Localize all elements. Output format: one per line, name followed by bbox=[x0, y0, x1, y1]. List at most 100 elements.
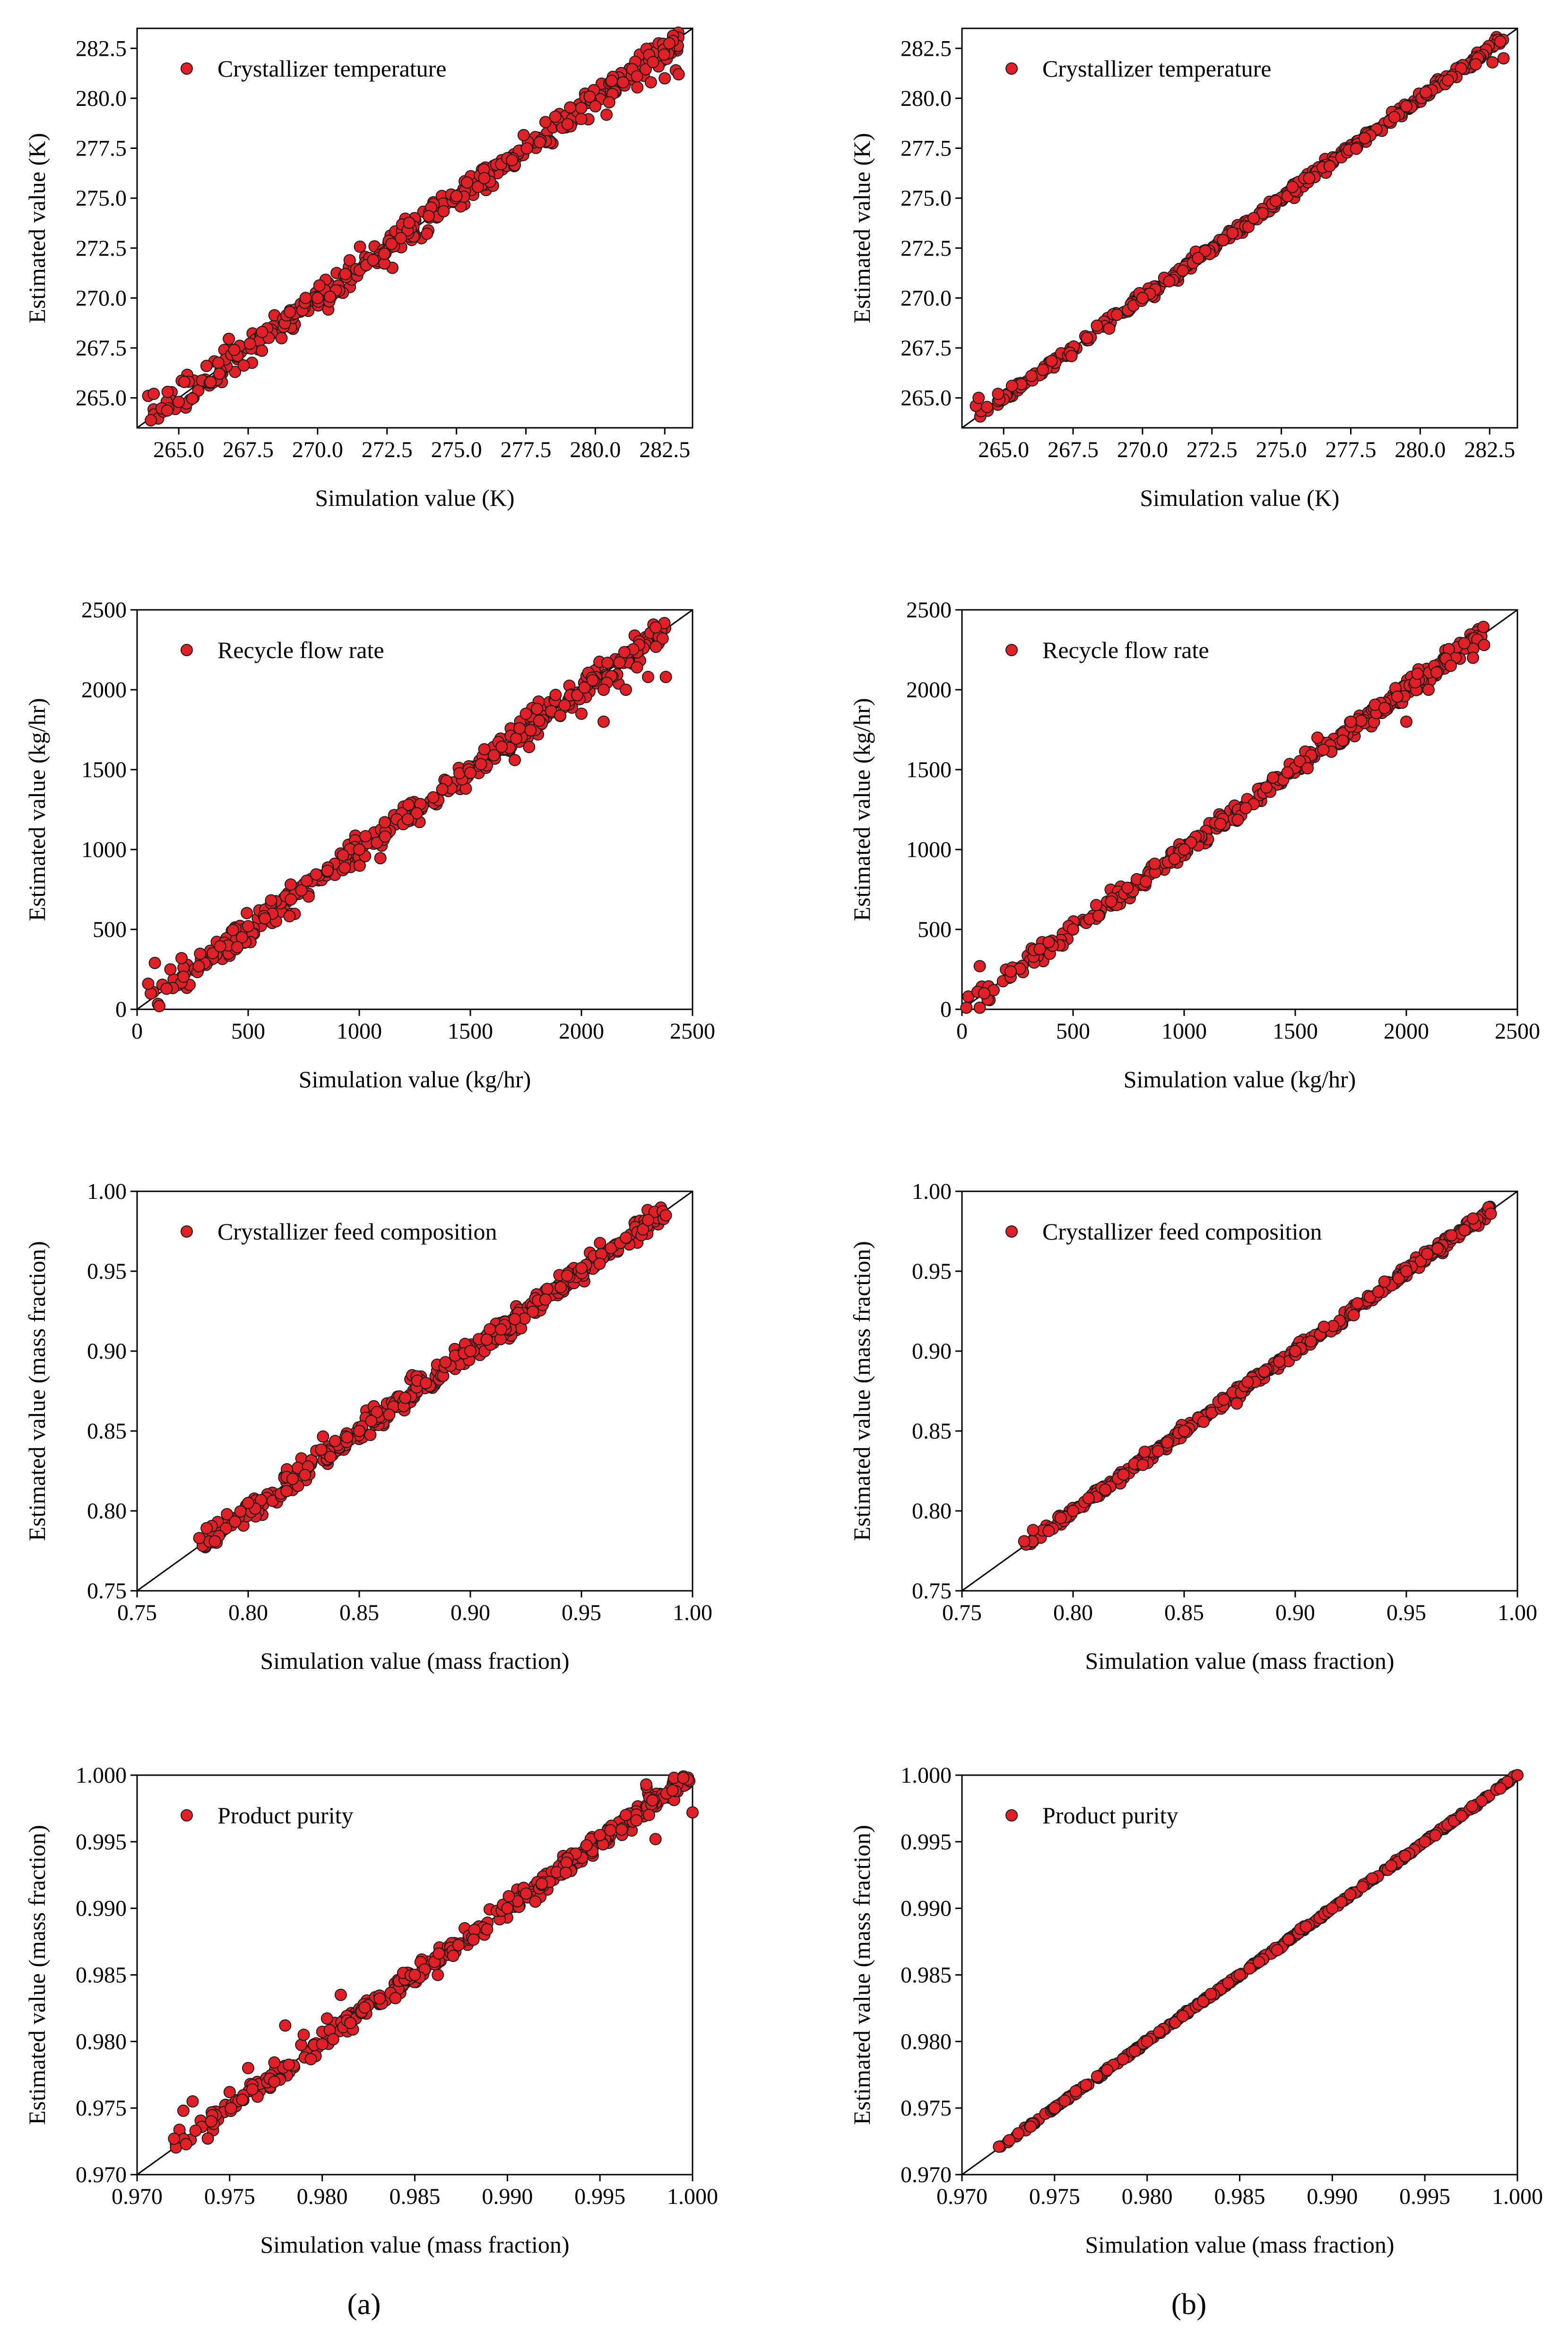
y-tick-label: 0.75 bbox=[87, 1578, 127, 1604]
plot-frame bbox=[136, 27, 693, 429]
x-tick-label: 275.0 bbox=[1256, 437, 1307, 462]
data-point bbox=[520, 142, 533, 155]
y-axis-title: Estimated value (mass fraction) bbox=[24, 1825, 50, 2125]
y-tick-label: 1000 bbox=[81, 837, 127, 862]
x-tick-label: 275.0 bbox=[431, 437, 482, 462]
data-point bbox=[421, 227, 433, 240]
data-point bbox=[1230, 1397, 1243, 1410]
y-tick-label: 275.0 bbox=[901, 186, 952, 211]
data-point bbox=[280, 1485, 293, 1498]
data-point bbox=[286, 1473, 299, 1485]
data-point bbox=[1411, 668, 1424, 680]
data-point bbox=[178, 375, 191, 388]
data-point bbox=[1494, 35, 1507, 48]
data-point bbox=[1467, 651, 1479, 664]
data-point bbox=[354, 240, 366, 253]
x-axis-title: Simulation value (K) bbox=[315, 485, 514, 511]
data-point bbox=[1005, 380, 1018, 392]
data-point bbox=[1317, 744, 1330, 756]
y-tick-label: 1500 bbox=[81, 757, 127, 782]
data-point bbox=[1293, 755, 1306, 768]
x-tick-label: 280.0 bbox=[570, 437, 621, 462]
data-point bbox=[236, 2093, 249, 2106]
data-point bbox=[1366, 1872, 1378, 1885]
data-point bbox=[1260, 781, 1273, 794]
y-tick-label: 1.00 bbox=[912, 1179, 952, 1204]
data-point bbox=[631, 70, 643, 83]
y-tick-label: 0.990 bbox=[76, 1896, 127, 1921]
data-point bbox=[533, 136, 546, 148]
data-point bbox=[1105, 895, 1118, 908]
data-point bbox=[464, 766, 476, 779]
data-point bbox=[344, 2017, 357, 2029]
y-tick-label: 267.5 bbox=[901, 336, 952, 361]
chart-panels: 265.0 267.5 270.0 272.5 275.0 277.5 280.0 282.5… bbox=[24, 26, 1543, 2258]
data-point bbox=[646, 1794, 659, 1807]
data-point bbox=[186, 392, 199, 405]
data-point bbox=[316, 2038, 329, 2050]
data-point bbox=[148, 956, 161, 969]
data-point bbox=[549, 110, 562, 123]
data-point bbox=[341, 1431, 354, 1444]
x-axis-title: Simulation value (mass fraction) bbox=[260, 2231, 569, 2258]
x-tick-label: 0.85 bbox=[1164, 1600, 1204, 1625]
data-point bbox=[324, 1450, 337, 1463]
data-point bbox=[539, 116, 552, 129]
x-tick-label: 0.95 bbox=[1386, 1600, 1426, 1625]
x-tick-label: 0.75 bbox=[942, 1600, 982, 1625]
y-tick-label: 265.0 bbox=[76, 386, 127, 411]
plot-frame bbox=[136, 1190, 693, 1592]
data-point bbox=[201, 2132, 214, 2145]
data-point bbox=[403, 217, 416, 229]
data-point bbox=[339, 268, 352, 280]
data-point bbox=[1117, 1468, 1130, 1481]
data-point bbox=[311, 292, 324, 304]
x-tick-label: 0.995 bbox=[1399, 2184, 1450, 2209]
data-point bbox=[1136, 1458, 1149, 1471]
data-point bbox=[554, 709, 566, 722]
data-point bbox=[631, 661, 643, 674]
data-point bbox=[321, 2012, 333, 2025]
data-point bbox=[580, 1839, 593, 1852]
data-point bbox=[401, 813, 414, 825]
plot-frame bbox=[961, 609, 1518, 1010]
data-point bbox=[593, 1258, 606, 1270]
data-point bbox=[358, 2001, 371, 2014]
data-point bbox=[353, 1425, 365, 1437]
y-tick-label: 2000 bbox=[906, 677, 952, 703]
data-point bbox=[658, 48, 670, 61]
data-point bbox=[161, 385, 174, 398]
data-point bbox=[1168, 853, 1181, 866]
y-tick-label: 0.90 bbox=[87, 1339, 127, 1364]
y-tick-label: 0.85 bbox=[912, 1419, 952, 1444]
data-point bbox=[242, 920, 254, 933]
data-point bbox=[180, 2138, 192, 2151]
data-point bbox=[1511, 1769, 1524, 1781]
data-point bbox=[502, 1890, 515, 1903]
data-point bbox=[658, 72, 671, 85]
data-point bbox=[992, 388, 1005, 400]
data-point bbox=[1286, 181, 1299, 193]
data-point bbox=[1214, 817, 1227, 830]
plot-frame bbox=[961, 1190, 1518, 1592]
data-point bbox=[1467, 1212, 1479, 1225]
y-tick-label: 270.0 bbox=[76, 286, 127, 311]
data-point bbox=[371, 836, 383, 849]
data-point bbox=[1099, 1483, 1111, 1496]
x-tick-label: 272.5 bbox=[1187, 437, 1238, 462]
data-point bbox=[642, 670, 654, 683]
y-tick-label: 0.975 bbox=[76, 2096, 127, 2121]
legend-marker bbox=[1005, 1225, 1018, 1238]
x-tick-label: 1500 bbox=[1273, 1019, 1318, 1044]
data-point bbox=[229, 1515, 242, 1528]
data-point bbox=[686, 1806, 699, 1819]
data-point bbox=[1136, 292, 1149, 304]
x-axis-title: Simulation value (K) bbox=[1140, 485, 1339, 511]
y-tick-label: 2500 bbox=[81, 598, 127, 623]
data-point bbox=[213, 367, 226, 380]
y-tick-label: 0 bbox=[940, 997, 952, 1022]
data-point bbox=[1326, 1902, 1339, 1915]
data-point bbox=[452, 1939, 465, 1951]
x-tick-label: 267.5 bbox=[1048, 437, 1099, 462]
data-point bbox=[275, 332, 288, 345]
